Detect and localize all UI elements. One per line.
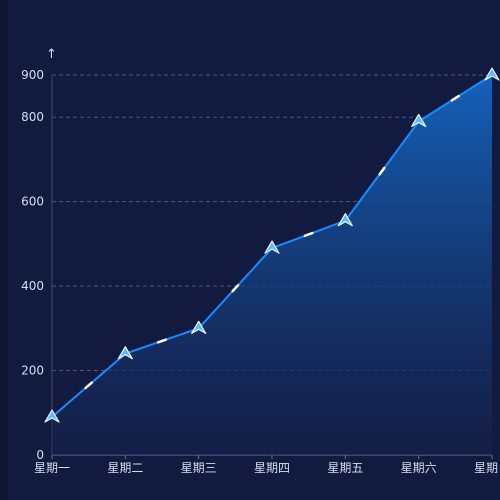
x-tick-label: 星期日 [474,461,500,475]
x-tick-label: 星期二 [107,461,143,475]
y-tick-label: 600 [21,195,44,209]
y-tick-label: 200 [21,364,44,378]
data-point-marker [117,346,133,360]
data-markers [44,67,500,423]
x-axis-ticks: 星期一 星期二 星期三 星期四 星期五 星期六 星期日 [34,455,500,475]
data-point-marker [484,67,500,81]
flow-dash [378,166,386,176]
flow-dash [303,231,314,238]
y-axis-arrow-icon: ↑ [46,47,57,62]
y-axis-ticks: 0 200 400 600 800 900 [21,68,44,462]
data-point-marker [337,213,353,227]
x-tick-label: 星期五 [327,461,363,475]
flow-dashes [84,94,460,390]
flow-dash [156,338,168,344]
flow-dash [84,381,93,390]
y-tick-label: 0 [36,448,44,462]
x-tick-label: 星期四 [254,461,290,475]
x-tick-label: 星期一 [34,461,70,475]
flow-dash [450,94,460,102]
series-area [52,75,492,455]
x-tick-label: 星期六 [401,461,437,475]
data-point-marker [411,113,427,128]
data-point-marker [191,320,207,334]
y-tick-label: 400 [21,279,44,293]
data-point-marker [264,240,280,254]
y-tick-label: 800 [21,110,44,124]
y-tick-label: 900 [21,68,44,82]
x-tick-label: 星期三 [181,461,217,475]
flow-dash [231,284,240,293]
data-point-marker [44,409,60,423]
